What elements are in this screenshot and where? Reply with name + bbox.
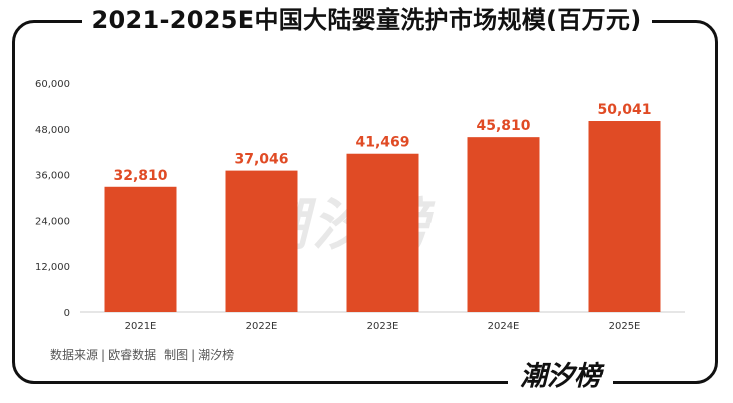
source-made-label: 制图 (164, 348, 189, 362)
source-data-org: 欧睿数据 (108, 348, 157, 362)
bar-value-label: 37,046 (234, 152, 288, 168)
y-tick-label: 60,000 (35, 79, 70, 90)
source-note: 数据来源 | 欧睿数据 制图 | 潮汐榜 (50, 346, 234, 363)
y-tick-label: 36,000 (35, 171, 70, 182)
x-tick-label: 2021E (125, 321, 157, 332)
source-separator: | (101, 348, 106, 362)
bar-value-label: 41,469 (355, 135, 409, 151)
bar (225, 170, 298, 312)
bar (467, 137, 540, 312)
x-tick-label: 2025E (609, 321, 641, 332)
bar (588, 121, 661, 312)
bar-value-label: 32,810 (113, 168, 167, 184)
title-wrap: 2021-2025E中国大陆婴童洗护市场规模(百万元) (0, 0, 733, 40)
bar (346, 153, 419, 312)
y-tick-label: 12,000 (35, 262, 70, 273)
y-tick-label: 24,000 (35, 216, 70, 227)
source-made-org: 潮汐榜 (198, 348, 235, 362)
x-tick-label: 2022E (246, 321, 278, 332)
footer-logo: 潮汐榜 (508, 360, 613, 394)
x-tick-label: 2024E (488, 321, 520, 332)
bar-value-label: 50,041 (597, 102, 651, 118)
x-tick-label: 2023E (367, 321, 399, 332)
chart-title: 2021-2025E中国大陆婴童洗护市场规模(百万元) (81, 0, 652, 40)
bar-value-label: 45,810 (476, 118, 530, 134)
source-data-label: 数据来源 (50, 348, 99, 362)
y-tick-label: 0 (64, 308, 70, 319)
y-tick-label: 48,000 (35, 125, 70, 136)
source-separator: | (191, 348, 196, 362)
bar (104, 186, 177, 312)
